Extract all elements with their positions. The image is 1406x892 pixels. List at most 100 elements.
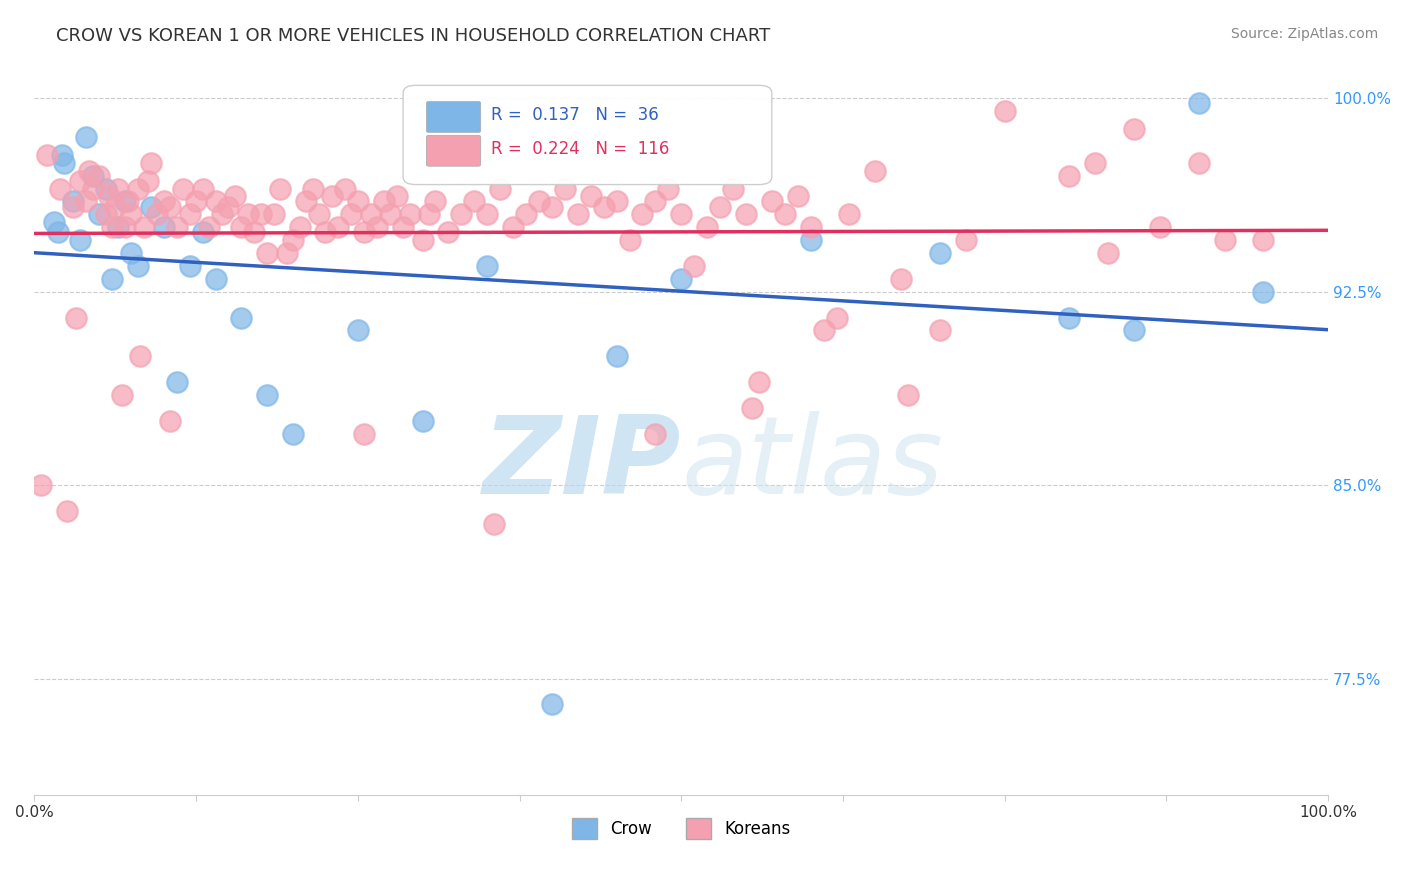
Point xyxy=(631,207,654,221)
Point xyxy=(204,194,226,209)
Point xyxy=(671,272,693,286)
Point xyxy=(385,189,408,203)
Point xyxy=(217,200,239,214)
Point xyxy=(1149,220,1171,235)
Point xyxy=(1084,155,1107,169)
Point xyxy=(134,220,156,235)
Point xyxy=(107,181,129,195)
Point xyxy=(231,310,253,325)
Point xyxy=(191,181,214,195)
Point xyxy=(94,207,117,221)
Point xyxy=(314,226,336,240)
Point xyxy=(94,181,117,195)
Point xyxy=(120,246,142,260)
Point xyxy=(101,272,124,286)
Point xyxy=(139,155,162,169)
Point xyxy=(463,194,485,209)
Point xyxy=(256,388,278,402)
Point xyxy=(1059,169,1081,183)
Point xyxy=(929,323,952,337)
Point xyxy=(353,226,375,240)
Point xyxy=(166,375,188,389)
Point xyxy=(773,207,796,221)
Point xyxy=(191,226,214,240)
Point xyxy=(412,233,434,247)
Point xyxy=(127,259,149,273)
Point xyxy=(204,272,226,286)
Point xyxy=(644,194,666,209)
Point xyxy=(398,207,420,221)
Point xyxy=(657,181,679,195)
Point xyxy=(489,181,512,195)
Point xyxy=(276,246,298,260)
Text: CROW VS KOREAN 1 OR MORE VEHICLES IN HOUSEHOLD CORRELATION CHART: CROW VS KOREAN 1 OR MORE VEHICLES IN HOU… xyxy=(56,27,770,45)
Point xyxy=(1188,155,1211,169)
Point xyxy=(1097,246,1119,260)
Point xyxy=(1123,122,1146,136)
Point xyxy=(127,181,149,195)
Point xyxy=(159,414,181,428)
Point xyxy=(515,207,537,221)
Point xyxy=(87,207,110,221)
Point xyxy=(360,207,382,221)
Point xyxy=(82,169,104,183)
Point xyxy=(671,207,693,221)
Point xyxy=(1253,285,1275,299)
Point xyxy=(114,194,136,209)
Point xyxy=(184,194,207,209)
Point xyxy=(890,272,912,286)
Point xyxy=(211,207,233,221)
Point xyxy=(1059,310,1081,325)
Point xyxy=(721,181,744,195)
FancyBboxPatch shape xyxy=(404,86,772,185)
Point xyxy=(308,207,330,221)
Point xyxy=(53,155,76,169)
Text: R =  0.224   N =  116: R = 0.224 N = 116 xyxy=(491,139,669,158)
Point xyxy=(87,169,110,183)
Point xyxy=(269,181,291,195)
Point xyxy=(541,698,564,712)
Point xyxy=(786,189,808,203)
Point xyxy=(179,207,201,221)
Point xyxy=(502,220,524,235)
Point xyxy=(120,207,142,221)
Point xyxy=(477,259,499,273)
Point xyxy=(477,207,499,221)
Point xyxy=(75,130,97,145)
Point xyxy=(800,233,823,247)
Point xyxy=(231,220,253,235)
Point xyxy=(49,181,72,195)
Point xyxy=(62,200,84,214)
Point xyxy=(929,246,952,260)
Point xyxy=(579,189,602,203)
Point xyxy=(437,226,460,240)
Point xyxy=(65,310,87,325)
Point xyxy=(224,189,246,203)
Point xyxy=(418,207,440,221)
Point xyxy=(98,189,121,203)
Point xyxy=(117,194,139,209)
Point xyxy=(136,174,159,188)
Point xyxy=(709,200,731,214)
Point xyxy=(328,220,350,235)
Point xyxy=(346,323,368,337)
Point xyxy=(1213,233,1236,247)
Point xyxy=(62,194,84,209)
Point xyxy=(152,194,174,209)
Point xyxy=(146,207,169,221)
Point xyxy=(366,220,388,235)
Point xyxy=(1188,96,1211,111)
Point xyxy=(865,163,887,178)
Point xyxy=(75,194,97,209)
Point xyxy=(69,174,91,188)
Point xyxy=(838,207,860,221)
Point xyxy=(619,233,641,247)
Point xyxy=(1123,323,1146,337)
Point xyxy=(554,181,576,195)
Point xyxy=(288,220,311,235)
Point xyxy=(741,401,763,415)
Text: Source: ZipAtlas.com: Source: ZipAtlas.com xyxy=(1230,27,1378,41)
Point xyxy=(77,163,100,178)
Point xyxy=(825,310,848,325)
Point xyxy=(482,516,505,531)
